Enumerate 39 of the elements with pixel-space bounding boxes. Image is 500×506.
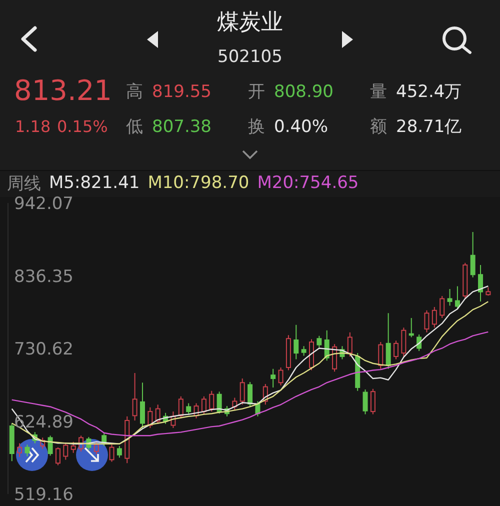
text: 换 [248, 116, 265, 138]
text: 452.4万 [396, 80, 462, 104]
line-series [11, 331, 489, 436]
text: 813.21 [14, 72, 112, 109]
text: M5:821.41 [49, 173, 140, 193]
text: 高 [126, 80, 143, 104]
text: 819.55 [152, 80, 212, 104]
text: 0.40% [274, 116, 328, 138]
candlestick [140, 382, 145, 429]
text: 28.71亿 [396, 116, 462, 138]
candlestick [447, 288, 452, 306]
candlestick [294, 324, 299, 360]
y-tick-label: 836.35 [14, 266, 74, 287]
text: 0.15% [57, 116, 108, 138]
chart-subtitle: 502105 [216, 46, 284, 68]
text: M20:754.65 [257, 173, 359, 193]
text: M10:798.70 [148, 173, 250, 193]
candlestick [408, 317, 414, 338]
text: 808.90 [274, 80, 334, 104]
text: 807.38 [152, 116, 212, 138]
text: 额 [370, 116, 387, 138]
y-tick-label: 519.16 [14, 485, 74, 506]
candlestick [109, 444, 114, 462]
candlestick [17, 442, 22, 458]
candlestick [454, 286, 460, 310]
text: 1.18 [15, 116, 51, 138]
chart-title: 煤炭业 [216, 9, 284, 37]
legend-title: 周线 [7, 172, 41, 194]
candlestick [9, 422, 14, 462]
candlestick [278, 367, 284, 386]
candlestick [132, 372, 138, 421]
y-tick-label: 730.62 [14, 340, 74, 360]
text: 低 [126, 116, 143, 138]
text: 量 [370, 80, 387, 104]
candlestick [470, 231, 476, 278]
candlestick [478, 264, 484, 302]
candlestick [270, 368, 276, 388]
y-tick-label: 942.07 [14, 194, 74, 214]
text: 开 [248, 80, 265, 104]
